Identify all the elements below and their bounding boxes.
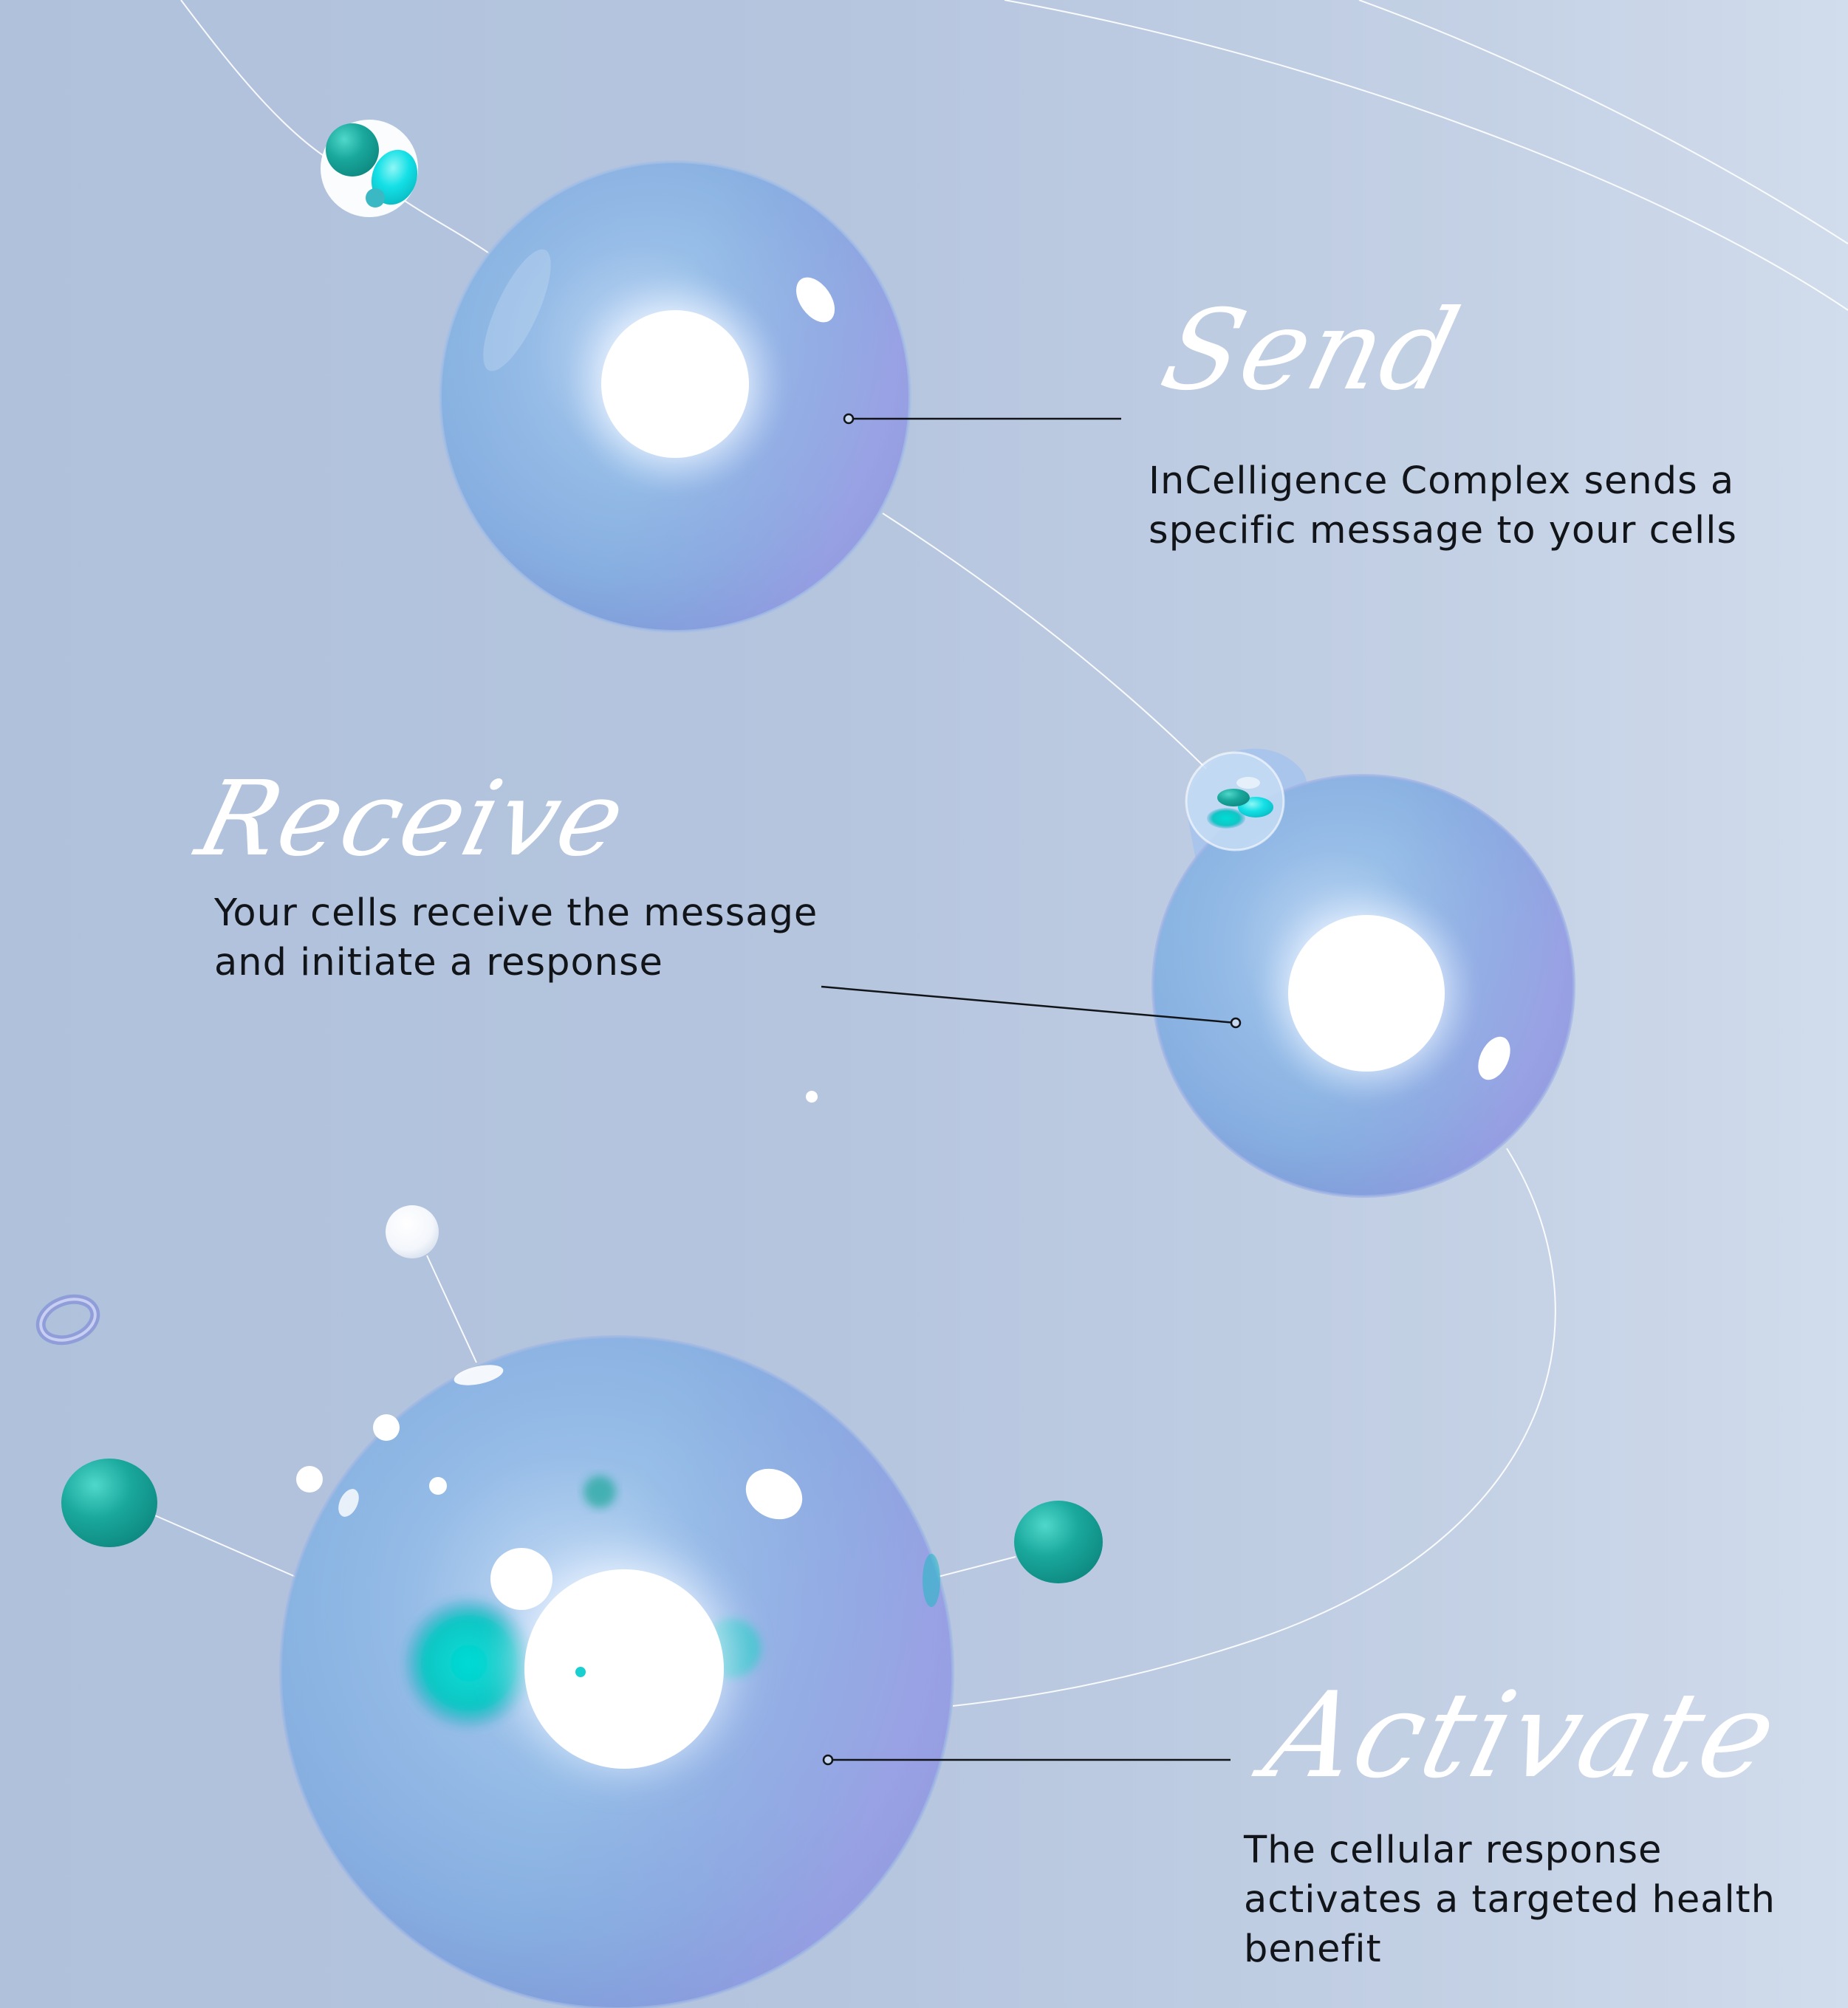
send-description-line-2: specific message to your cells	[1149, 509, 1737, 552]
receive-description: Your cells receive the message and initi…	[214, 888, 818, 987]
activate-sphere	[279, 1335, 954, 2008]
receive-description-line-2: and initiate a response	[214, 941, 663, 984]
send-title: Send	[1150, 287, 1472, 415]
white-ball	[386, 1205, 439, 1258]
floating-particles	[35, 1091, 1103, 1583]
receive-leader	[821, 985, 1236, 1024]
send-sphere	[439, 160, 911, 633]
white-ball-stem	[426, 1255, 477, 1363]
activate-description-line-1: The cellular response	[1244, 1829, 1663, 1872]
top-right-arc-1	[1004, 0, 1848, 311]
receive-description-line-1: Your cells receive the message	[214, 891, 818, 935]
send-leader-dot	[843, 413, 855, 425]
connector-curves	[151, 0, 1848, 1707]
send-description-line-1: InCelligence Complex sends a	[1149, 459, 1735, 503]
activate-leader-dot	[822, 1754, 834, 1766]
teal-left-stem	[151, 1513, 296, 1577]
teal-ball-left	[61, 1459, 157, 1547]
teal-right-stem	[937, 1556, 1016, 1577]
receive-leader-dot	[1230, 1017, 1242, 1029]
activate-title: Activate	[1253, 1666, 1791, 1804]
receive-sphere	[1151, 748, 1575, 1198]
activate-description: The cellular response activates a target…	[1244, 1826, 1776, 1974]
teal-ball-right	[1014, 1501, 1103, 1583]
activate-description-line-3: benefit	[1244, 1928, 1382, 1971]
receive-title: Receive	[186, 759, 638, 880]
leader-lines	[821, 413, 1242, 1766]
receive-to-activate-curve	[952, 1148, 1556, 1707]
capsule-to-sphere-curve	[402, 199, 492, 256]
activate-description-line-2: activates a targeted health	[1244, 1878, 1776, 1922]
send-description: InCelligence Complex sends a specific me…	[1149, 456, 1737, 555]
particle-capsule	[321, 120, 418, 217]
top-right-arc-2	[1358, 0, 1848, 244]
